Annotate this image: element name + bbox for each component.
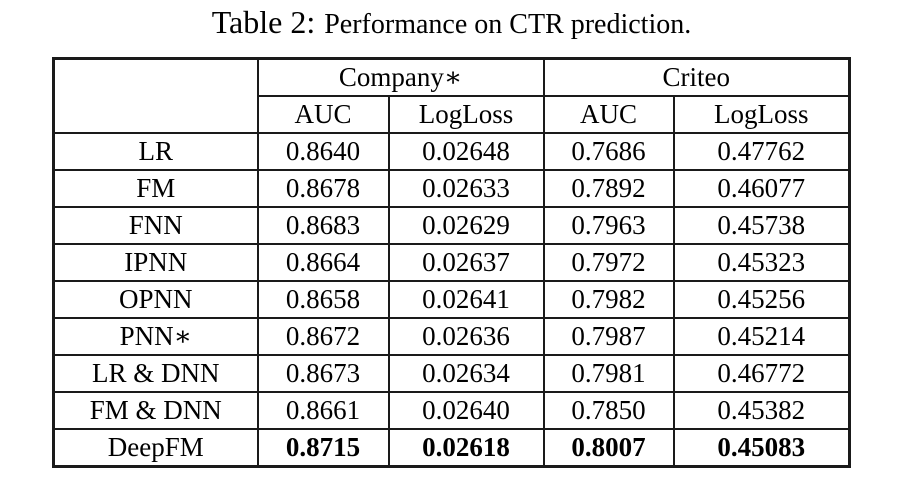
metric-value-cell: 0.02641 [387,280,545,319]
metric-value-cell: 0.46772 [672,354,851,393]
model-name-cell: FM [52,169,259,208]
metric-value-cell: 0.02634 [387,354,545,393]
metric-value-cell: 0.02648 [387,132,545,171]
model-name-cell: DeepFM [52,428,259,468]
metric-value-cell: 0.7892 [542,169,675,208]
corner-cell [52,57,259,134]
metric-value-cell: 0.02640 [387,391,545,430]
metric-value-cell: 0.02629 [387,206,545,245]
table-row: DeepFM 0.8715 0.02618 0.8007 0.45083 [52,428,851,468]
col-header-company-auc: AUC [256,95,390,134]
metric-value-cell: 0.45382 [672,391,851,430]
metric-value-cell: 0.45738 [672,206,851,245]
metric-value-cell: 0.47762 [672,132,851,171]
metric-value-cell: 0.7981 [542,354,675,393]
col-header-criteo-auc: AUC [542,95,675,134]
metric-header-row: AUC LogLoss AUC LogLoss [54,95,851,134]
metric-value-cell: 0.7982 [542,280,675,319]
model-name-cell: LR [52,132,259,171]
metric-value-cell: 0.8640 [256,132,390,171]
table-row: LR & DNN 0.8673 0.02634 0.7981 0.46772 [52,354,851,393]
model-name-cell: PNN∗ [52,317,259,356]
table-body: LR 0.8640 0.02648 0.7686 0.47762 FM 0.8678 0.02… [52,132,851,468]
ctr-performance-table: Company∗ Criteo AUC LogLoss AUC LogLoss … [52,57,852,468]
table-caption-text: Performance on CTR prediction. [324,9,692,40]
metric-value-cell: 0.8673 [256,354,390,393]
metric-value-cell: 0.8664 [256,243,390,282]
table-row: FM 0.8678 0.02633 0.7892 0.46077 [52,169,851,208]
metric-value-cell: 0.7850 [542,391,675,430]
metric-value-cell: 0.02618 [387,428,545,468]
metric-value-cell: 0.8715 [256,428,390,468]
metric-value-cell: 0.7972 [542,243,675,282]
table-row: LR 0.8640 0.02648 0.7686 0.47762 [52,132,851,171]
metric-value-cell: 0.46077 [672,169,851,208]
table-caption: Table 2: Performance on CTR prediction. [0,4,903,41]
metric-value-cell: 0.8672 [256,317,390,356]
model-name-cell: OPNN [52,280,259,319]
metric-value-cell: 0.45256 [672,280,851,319]
metric-value-cell: 0.45214 [672,317,851,356]
table-row: FM & DNN 0.8661 0.02640 0.7850 0.45382 [52,391,851,430]
col-header-company-logloss: LogLoss [387,95,545,134]
metric-value-cell: 0.8678 [256,169,390,208]
table-row: PNN∗ 0.8672 0.02636 0.7987 0.45214 [52,317,851,356]
model-name-cell: FNN [52,206,259,245]
group-header-company: Company∗ [256,57,545,97]
table-caption-label: Table 2: [211,4,316,40]
metric-value-cell: 0.8658 [256,280,390,319]
metric-value-cell: 0.02633 [387,169,545,208]
metric-value-cell: 0.45083 [672,428,851,468]
col-header-criteo-logloss: LogLoss [672,95,851,134]
metric-value-cell: 0.7686 [542,132,675,171]
group-header-criteo: Criteo [542,57,851,97]
metric-value-cell: 0.7987 [542,317,675,356]
table-row: FNN 0.8683 0.02629 0.7963 0.45738 [52,206,851,245]
model-name-cell: FM & DNN [52,391,259,430]
table-row: OPNN 0.8658 0.02641 0.7982 0.45256 [52,280,851,319]
metric-value-cell: 0.7963 [542,206,675,245]
metric-value-cell: 0.8007 [542,428,675,468]
group-header-row: Company∗ Criteo [52,57,851,134]
metric-value-cell: 0.02636 [387,317,545,356]
metric-value-cell: 0.8661 [256,391,390,430]
table-row: IPNN 0.8664 0.02637 0.7972 0.45323 [52,243,851,282]
model-name-cell: LR & DNN [52,354,259,393]
metric-value-cell: 0.02637 [387,243,545,282]
metric-value-cell: 0.8683 [256,206,390,245]
model-name-cell: IPNN [52,243,259,282]
metric-value-cell: 0.45323 [672,243,851,282]
